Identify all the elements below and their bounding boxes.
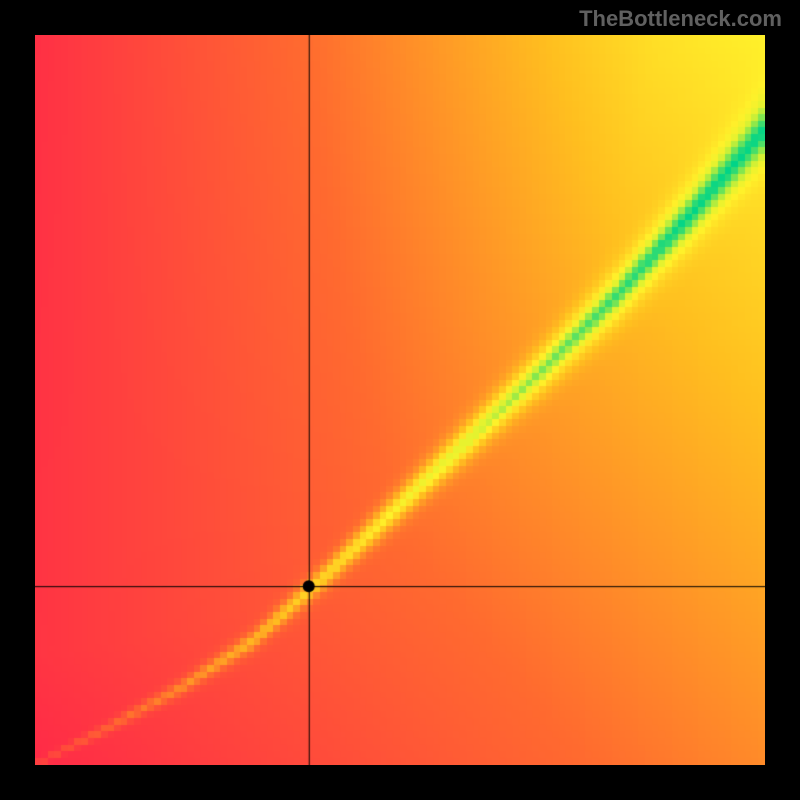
chart-container: TheBottleneck.com	[0, 0, 800, 800]
watermark-text: TheBottleneck.com	[579, 6, 782, 32]
bottleneck-heatmap	[35, 35, 765, 765]
